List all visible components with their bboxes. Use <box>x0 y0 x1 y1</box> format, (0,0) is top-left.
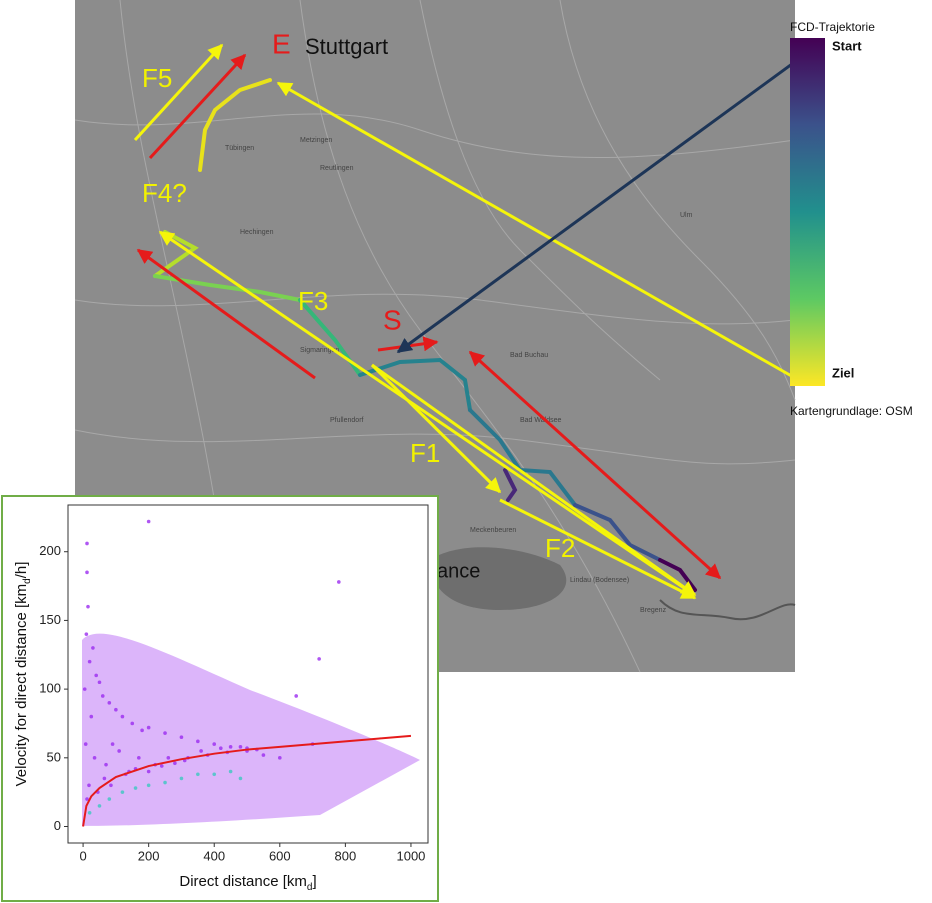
point <box>121 715 125 719</box>
point <box>98 804 102 808</box>
point <box>109 783 113 787</box>
point <box>163 731 167 735</box>
town-label: Bregenz <box>640 607 667 614</box>
point <box>317 657 321 661</box>
point <box>294 694 298 698</box>
partial-label: ance <box>437 560 480 582</box>
label-part: Direct distance [km <box>179 873 307 890</box>
point <box>199 749 203 753</box>
label-part: ] <box>312 873 316 890</box>
point <box>85 571 89 575</box>
point <box>121 790 125 794</box>
point <box>278 756 282 760</box>
point <box>98 680 102 684</box>
y-tick-label: 100 <box>39 681 61 696</box>
x-tick-label: 400 <box>203 848 225 863</box>
point <box>108 797 112 801</box>
legend-title: FCD-Trajektorie <box>790 20 875 34</box>
town-label: Reutlingen <box>320 165 354 172</box>
scatter-chart: 0 200 400 600 800 1000 0 50 100 150 200 Direct dist… <box>13 505 428 893</box>
point <box>147 770 151 774</box>
annotation: F3 <box>298 286 328 316</box>
point <box>88 811 92 815</box>
town-label: Tübingen <box>225 145 254 152</box>
point <box>173 762 177 766</box>
point <box>111 742 115 746</box>
point <box>239 777 243 781</box>
point <box>239 745 243 749</box>
x-tick-label: 200 <box>138 848 160 863</box>
annotation: F4? <box>142 178 187 208</box>
point <box>137 756 141 760</box>
point <box>167 756 171 760</box>
annotation: F5 <box>142 63 172 93</box>
town-label: Meckenbeuren <box>470 527 516 534</box>
start-label: S <box>383 304 402 335</box>
point <box>212 773 216 777</box>
x-tick-label: 1000 <box>396 848 425 863</box>
legend-end: Ziel <box>832 365 854 380</box>
point <box>83 687 87 691</box>
point <box>86 605 90 609</box>
end-label: E <box>272 28 291 59</box>
town-label: Metzingen <box>300 137 332 144</box>
point <box>147 726 151 730</box>
map-source: Kartengrundlage: OSM <box>790 404 913 418</box>
point <box>196 773 200 777</box>
point <box>114 708 118 712</box>
figure: ReutlingenTübingenHechingenSigmaringenPf… <box>0 0 932 903</box>
point <box>88 660 92 664</box>
point <box>147 520 151 524</box>
point <box>337 580 341 584</box>
point <box>140 729 144 733</box>
point <box>101 694 105 698</box>
point <box>229 745 233 749</box>
town-label: Pfullendorf <box>330 417 364 424</box>
point <box>87 783 91 787</box>
legend-start: Start <box>832 38 862 53</box>
point <box>134 786 138 790</box>
x-tick-label: 0 <box>79 848 86 863</box>
label-part: Velocity for direct distance [km <box>13 584 30 787</box>
point <box>147 783 151 787</box>
y-tick-label: 150 <box>39 612 61 627</box>
point <box>104 763 108 767</box>
town-label: Lindau (Bodensee) <box>570 577 629 584</box>
point <box>180 735 184 739</box>
x-tick-label: 800 <box>335 848 357 863</box>
point <box>91 646 95 650</box>
point <box>103 777 107 781</box>
point <box>262 753 266 757</box>
town-label: Hechingen <box>240 229 274 236</box>
point <box>85 632 89 636</box>
x-tick-label: 600 <box>269 848 291 863</box>
point <box>108 701 112 705</box>
point <box>130 722 134 726</box>
point <box>84 742 88 746</box>
point <box>93 756 97 760</box>
point <box>180 777 184 781</box>
point <box>85 542 89 546</box>
point <box>117 749 121 753</box>
y-tick-label: 0 <box>54 818 61 833</box>
point <box>212 742 216 746</box>
colorbar <box>790 38 825 386</box>
page: ReutlingenTübingenHechingenSigmaringenPf… <box>0 0 932 903</box>
city-label: Stuttgart <box>305 34 388 59</box>
point <box>229 770 233 774</box>
y-tick-label: 50 <box>47 749 61 764</box>
town-label: Bad Buchau <box>510 352 548 359</box>
annotation: F2 <box>545 533 575 563</box>
point <box>89 715 93 719</box>
point <box>163 781 167 785</box>
point <box>196 740 200 744</box>
town-label: Ulm <box>680 212 693 219</box>
point <box>94 674 98 678</box>
label-part: /h] <box>13 562 30 579</box>
annotation: F1 <box>410 438 440 468</box>
y-tick-label: 200 <box>39 543 61 558</box>
point <box>160 764 164 768</box>
point <box>219 746 223 750</box>
